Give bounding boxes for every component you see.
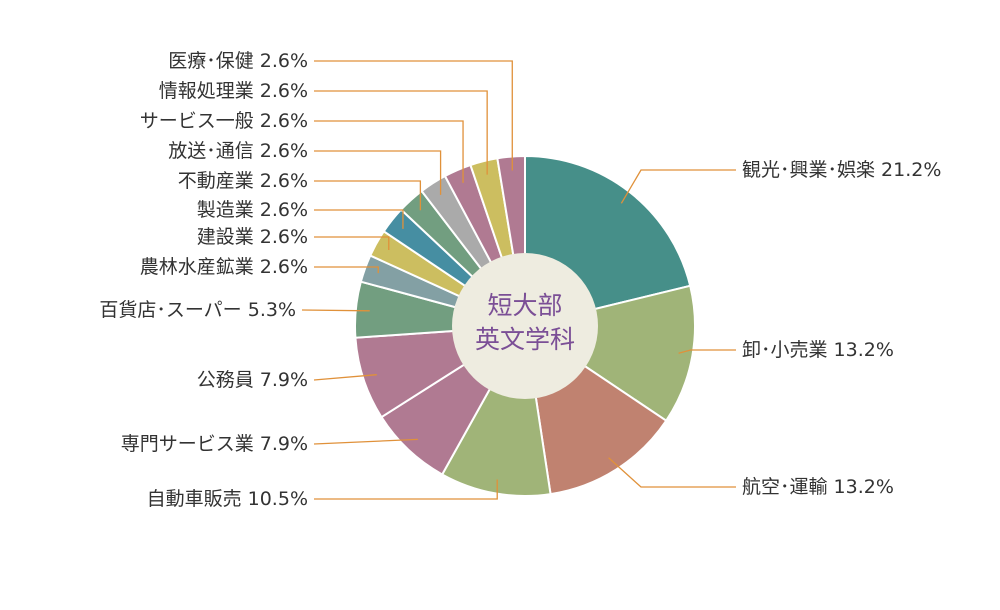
slice-label: 情報処理業 2.6% bbox=[159, 80, 308, 102]
leader-line bbox=[678, 349, 736, 354]
center-label-line-1: 短大部 bbox=[487, 291, 562, 320]
slice-label: 航空･運輸 13.2% bbox=[742, 476, 894, 498]
leader-line bbox=[620, 169, 736, 204]
slice-label: 不動産業 2.6% bbox=[178, 170, 308, 192]
slice-label: 公務員 7.9% bbox=[197, 369, 308, 391]
leader-line bbox=[314, 479, 498, 500]
leader-line bbox=[313, 438, 418, 445]
center-circle bbox=[452, 253, 598, 399]
slice-labels: 観光･興業･娯楽 21.2% 卸･小売業 13.2% 航空･運輸 13.2% 自動車販… bbox=[99, 50, 941, 510]
leader-lines bbox=[301, 60, 736, 500]
leader-line bbox=[314, 236, 390, 250]
slice-label: 百貨店･スーパー 5.3% bbox=[99, 299, 296, 321]
leader-line bbox=[314, 180, 422, 211]
slice-label: 医療･保健 2.6% bbox=[168, 50, 308, 72]
slice-label: 建設業 2.6% bbox=[197, 226, 308, 248]
slice-label: サービス一般 2.6% bbox=[140, 110, 308, 132]
leader-line bbox=[314, 120, 464, 183]
slice-label: 卸･小売業 13.2% bbox=[742, 339, 894, 361]
slice-label: 観光･興業･娯楽 21.2% bbox=[742, 159, 941, 181]
slice-label: 放送･通信 2.6% bbox=[168, 140, 308, 162]
leader-line bbox=[314, 266, 379, 274]
center-label-line-2: 英文学科 bbox=[475, 325, 575, 354]
slice-label: 専門サービス業 7.9% bbox=[121, 433, 308, 455]
slice-label: 農林水産鉱業 2.6% bbox=[140, 256, 308, 278]
leader-line bbox=[301, 309, 370, 312]
leader-line bbox=[314, 90, 488, 175]
slice-label: 自動車販売 10.5% bbox=[147, 488, 308, 510]
leader-line bbox=[314, 150, 442, 195]
leader-line bbox=[313, 374, 377, 381]
slice-label: 製造業 2.6% bbox=[197, 199, 308, 221]
leader-line bbox=[314, 209, 404, 229]
leader-line bbox=[608, 457, 736, 488]
leader-line bbox=[314, 60, 513, 171]
